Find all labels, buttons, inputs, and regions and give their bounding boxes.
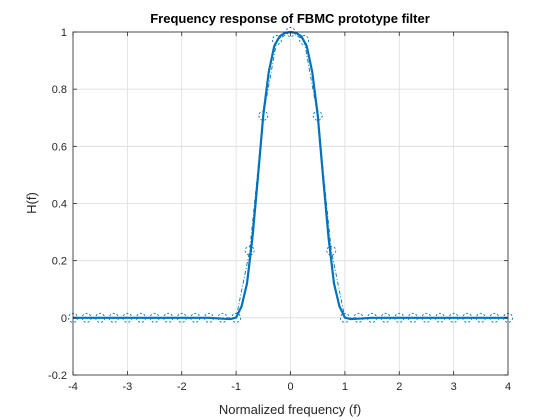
y-tick-label: 0 [61,313,67,325]
sample-point-marker [271,35,282,45]
y-tick-label: 0.6 [52,141,67,153]
y-tick-label: 0.8 [52,84,67,96]
x-tick-label: -2 [177,381,187,393]
tick-marks [72,31,509,376]
x-tick-label: -1 [231,381,241,393]
y-tick-label: -0.2 [48,370,67,382]
x-tick-label: 2 [396,381,402,393]
chart-title: Frequency response of FBMC prototype fil… [150,11,430,26]
x-tick-label: -3 [122,381,132,393]
x-tick-label: 4 [505,381,511,393]
y-tick-labels: -0.2 0 0.2 0.4 0.6 0.8 1 [48,27,67,382]
sample-point-marker [326,245,337,256]
y-tick-label: 0.2 [52,256,67,268]
x-tick-label: 0 [287,381,293,393]
x-tick-labels: -4 -3 -2 -1 0 1 2 3 4 [68,381,511,393]
sample-point-marker [299,35,310,45]
x-tick-label: 1 [342,381,348,393]
sample-point-marker [244,245,255,256]
y-tick-label: 0.4 [52,199,67,211]
x-tick-label: -4 [68,381,78,393]
x-axis-label: Normalized frequency (f) [219,402,361,417]
y-tick-label: 1 [61,27,67,39]
y-axis-label: H(f) [24,192,39,214]
x-tick-label: 3 [451,381,457,393]
